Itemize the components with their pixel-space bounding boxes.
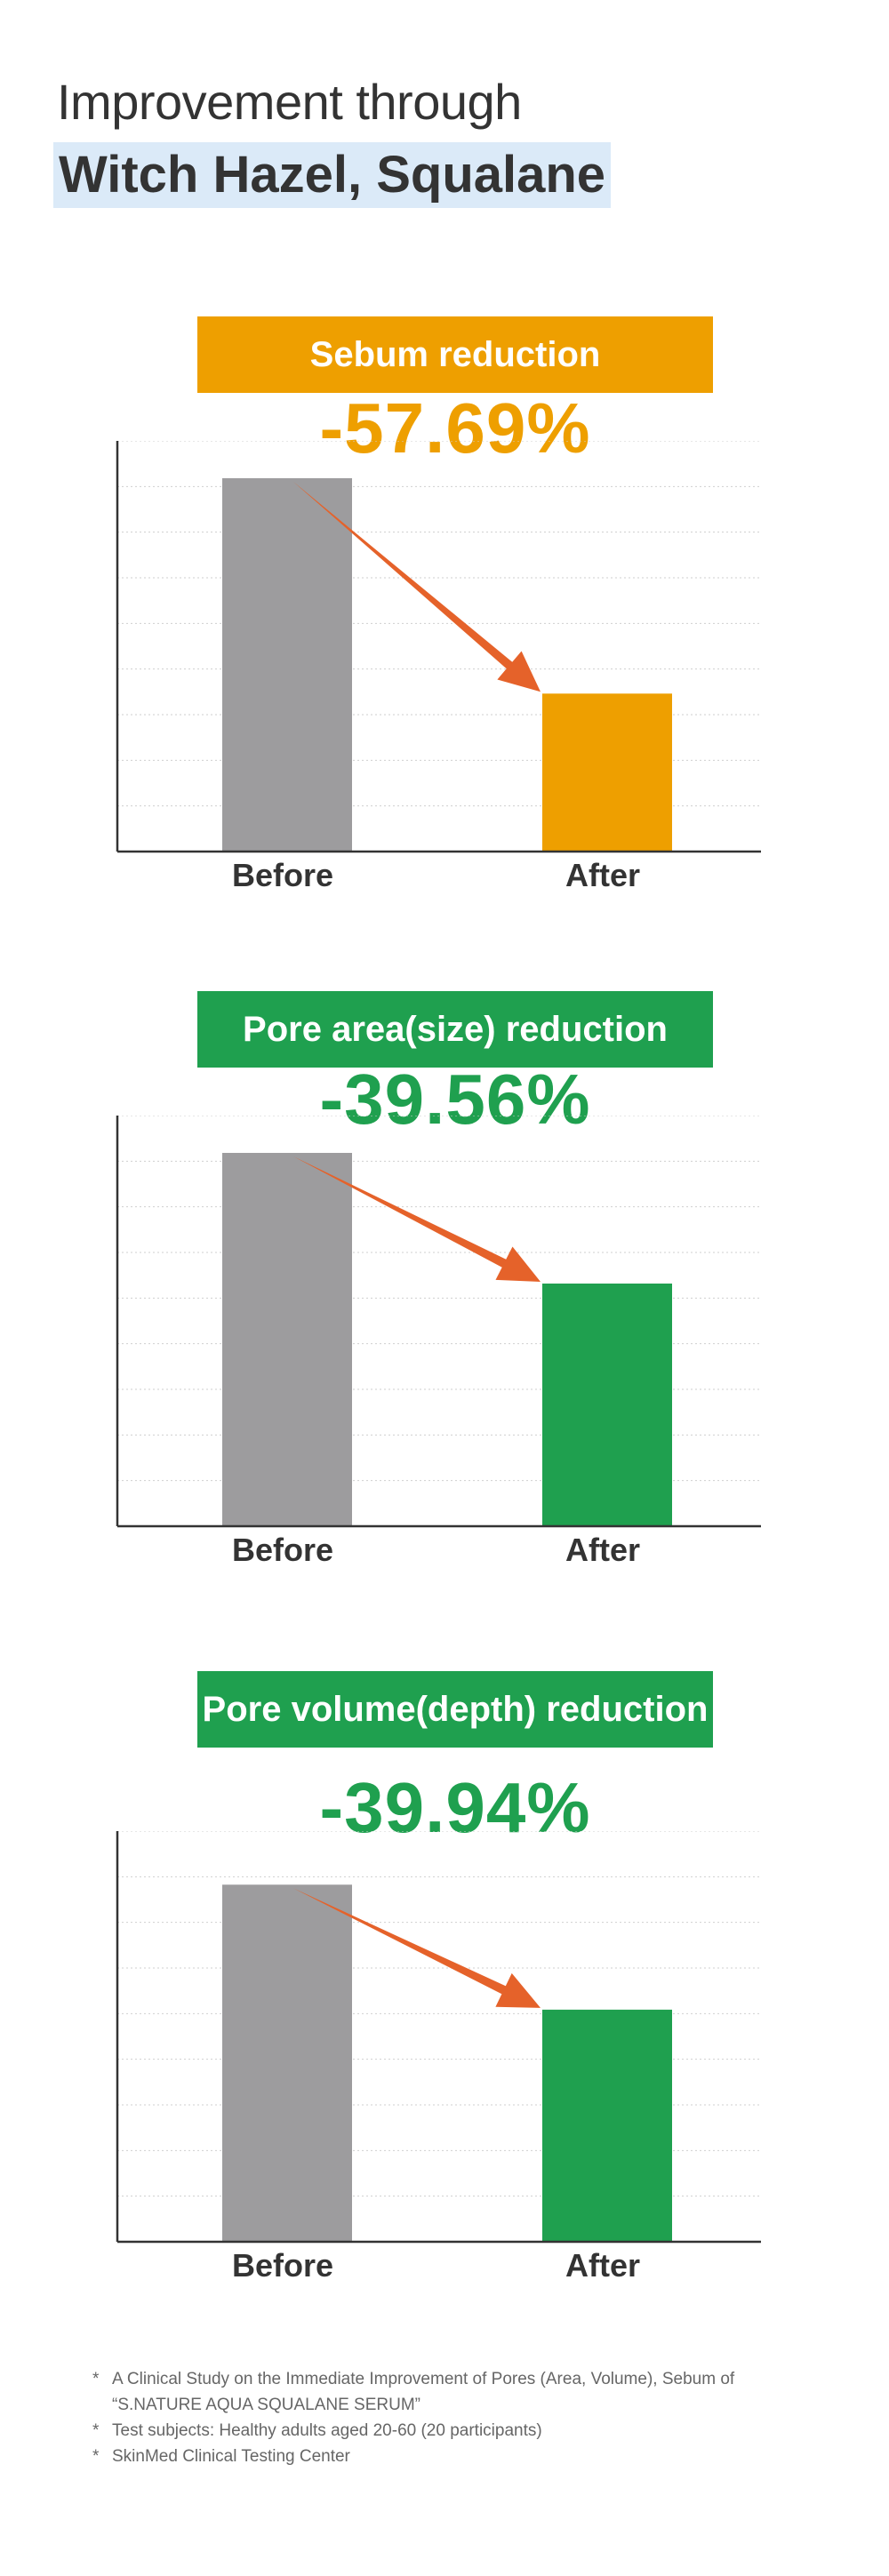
chart-change-label: -39.56% xyxy=(319,1060,591,1139)
footnote: * SkinMed Clinical Testing Center xyxy=(92,2444,821,2469)
decrease-arrow xyxy=(293,1156,541,1282)
footnote-marker: * xyxy=(92,2370,100,2388)
x-tick-label: After xyxy=(565,857,640,893)
footnotes: * A Clinical Study on the Immediate Impr… xyxy=(92,2366,821,2469)
decrease-arrow xyxy=(293,1888,541,2008)
x-tick-label: After xyxy=(565,2247,640,2284)
heading-line2: Witch Hazel, Squalane xyxy=(53,142,612,208)
footnote-text: A Clinical Study on the Immediate Improv… xyxy=(112,2370,735,2414)
x-tick-label: Before xyxy=(231,2247,334,2284)
chart-pore-volume: Pore volume(depth) reduction -39.94% Bef… xyxy=(0,1671,889,2293)
chart-title: Sebum reduction xyxy=(197,316,713,393)
x-tick-label: Before xyxy=(231,1532,334,1568)
chart-pore-area: Pore area(size) reduction -39.56% Before… xyxy=(0,991,889,1596)
bar-chart-pore-volume xyxy=(116,1831,761,2244)
bar-chart-sebum xyxy=(116,441,761,853)
x-tick-label: After xyxy=(565,1532,640,1568)
chart-change-label: -57.69% xyxy=(319,388,591,468)
bar-before xyxy=(222,1153,352,1526)
chart-title: Pore area(size) reduction xyxy=(197,991,713,1068)
bar-chart-pore-area xyxy=(116,1116,761,1528)
heading-line1: Improvement through xyxy=(57,74,522,130)
bar-after xyxy=(542,2009,672,2242)
footnote-marker: * xyxy=(92,2447,100,2466)
footnote: * A Clinical Study on the Immediate Impr… xyxy=(92,2366,821,2418)
bar-before xyxy=(222,478,352,852)
x-tick-label: Before xyxy=(231,857,334,893)
decrease-arrow xyxy=(293,482,541,692)
bar-after xyxy=(542,693,672,852)
footnote: * Test subjects: Healthy adults aged 20-… xyxy=(92,2418,821,2444)
footnote-marker: * xyxy=(92,2421,100,2440)
footnote-text: Test subjects: Healthy adults aged 20-60… xyxy=(112,2421,542,2440)
chart-sebum: Sebum reduction -57.69% Before After xyxy=(0,316,889,921)
bar-before xyxy=(222,1884,352,2242)
chart-title: Pore volume(depth) reduction xyxy=(197,1671,713,1748)
chart-change-label: -39.94% xyxy=(319,1768,591,1847)
bar-after xyxy=(542,1284,672,1526)
footnote-text: SkinMed Clinical Testing Center xyxy=(112,2447,350,2466)
